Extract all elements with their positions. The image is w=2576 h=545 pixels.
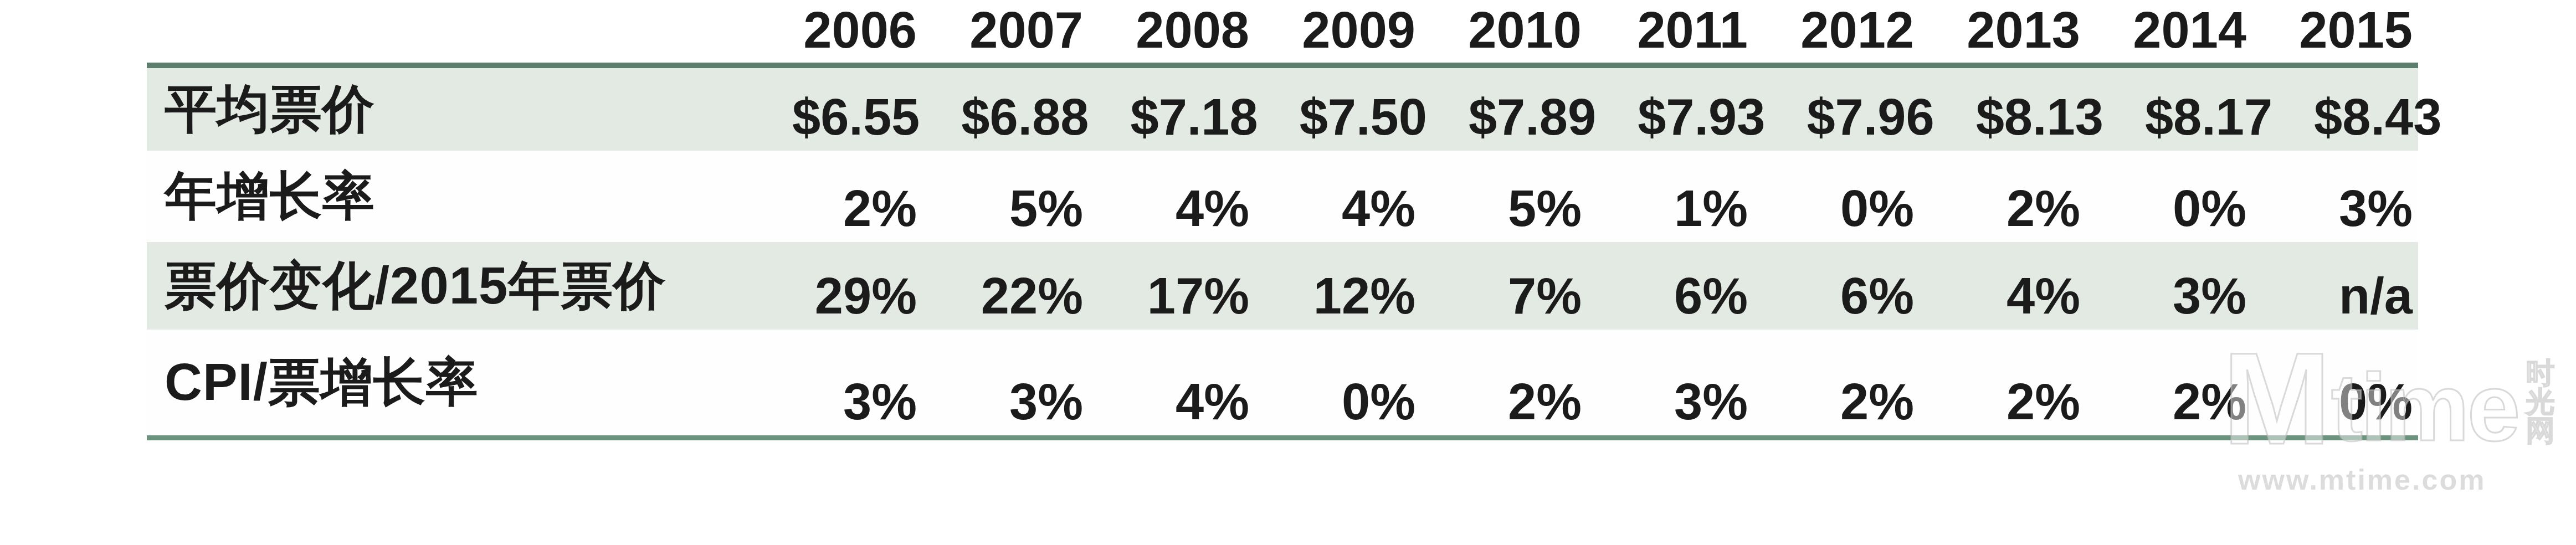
year-header-cell: 2007	[958, 0, 1125, 63]
value-cell: $8.17	[2145, 68, 2314, 151]
value-cell: $7.96	[1807, 68, 1975, 151]
row-average-ticket-price: 平均票价 $6.55$6.88$7.18$7.50$7.89$7.93$7.96…	[147, 63, 2418, 151]
row-price-change-vs-2015: 票价变化/2015年票价 29%22%17%12%7%6%6%4%3%n/a	[147, 242, 2418, 330]
value-cell: 22%	[958, 242, 1125, 330]
value-cell: 3%	[1623, 330, 1789, 435]
value-cell: 0%	[1789, 151, 1956, 242]
year-header-cell: 2011	[1623, 0, 1789, 63]
value-cell: $7.93	[1638, 68, 1807, 151]
year-header-cell: 2009	[1291, 0, 1457, 63]
year-header-cells: 2006200720082009201020112012201320142015	[792, 0, 2418, 63]
value-cell: 0%	[2122, 151, 2288, 242]
year-header-cell: 2008	[1125, 0, 1291, 63]
value-cell: 29%	[792, 242, 958, 330]
value-cell: 5%	[958, 151, 1125, 242]
value-cell: 2%	[1789, 330, 1956, 435]
year-header-row: 2006200720082009201020112012201320142015	[147, 0, 2418, 63]
value-cell: 3%	[958, 330, 1125, 435]
mtime-logo-chinese: 时光网	[2526, 358, 2566, 445]
value-cell: 4%	[1125, 151, 1291, 242]
table-bottom-rule	[147, 435, 2418, 440]
row-label-annual-growth-rate: 年增长率	[147, 151, 792, 242]
year-header-cell: 2015	[2288, 0, 2418, 63]
value-cell: 6%	[1623, 242, 1789, 330]
value-cell: 1%	[1623, 151, 1789, 242]
year-header-cell: 2014	[2122, 0, 2288, 63]
value-cell: 12%	[1291, 242, 1457, 330]
value-cell: 3%	[792, 330, 958, 435]
value-cell: 17%	[1125, 242, 1291, 330]
year-header-cell: 2006	[792, 0, 958, 63]
value-cell: $7.89	[1469, 68, 1638, 151]
value-cell: 2%	[1956, 330, 2122, 435]
row-cpi-ticket-growth-rate: CPI/票增长率 3%3%4%0%2%3%2%2%2%0%	[147, 330, 2418, 435]
value-cell: 2%	[2122, 330, 2288, 435]
year-header-cell: 2013	[1956, 0, 2122, 63]
page-canvas: 2006200720082009201020112012201320142015…	[0, 0, 2576, 545]
value-cell: $7.50	[1300, 68, 1469, 151]
row-values-cpi-ticket-growth-rate: 3%3%4%0%2%3%2%2%2%0%	[792, 330, 2418, 435]
row-label-average-ticket-price: 平均票价	[147, 68, 792, 151]
value-cell: 0%	[2288, 330, 2418, 435]
value-cell: n/a	[2288, 242, 2418, 330]
value-cell: $6.55	[792, 68, 961, 151]
row-label-cpi-ticket-growth-rate: CPI/票增长率	[147, 330, 792, 435]
value-cell: 7%	[1457, 242, 1623, 330]
year-header-cell: 2012	[1789, 0, 1956, 63]
row-values-annual-growth-rate: 2%5%4%4%5%1%0%2%0%3%	[792, 151, 2418, 242]
value-cell: 2%	[1457, 330, 1623, 435]
value-cell: 3%	[2122, 242, 2288, 330]
year-header-cell: 2010	[1457, 0, 1623, 63]
value-cell: $7.18	[1130, 68, 1299, 151]
value-cell: 5%	[1457, 151, 1623, 242]
value-cell: 6%	[1789, 242, 1956, 330]
header-label-spacer	[147, 0, 792, 63]
value-cell: $8.13	[1976, 68, 2145, 151]
value-cell: $8.43	[2314, 68, 2447, 151]
value-cell: 2%	[1956, 151, 2122, 242]
value-cell: 2%	[792, 151, 958, 242]
value-cell: $6.88	[961, 68, 1130, 151]
row-annual-growth-rate: 年增长率 2%5%4%4%5%1%0%2%0%3%	[147, 151, 2418, 242]
ticket-price-table: 2006200720082009201020112012201320142015…	[147, 0, 2418, 440]
value-cell: 3%	[2288, 151, 2418, 242]
row-values-average-ticket-price: $6.55$6.88$7.18$7.50$7.89$7.93$7.96$8.13…	[792, 68, 2447, 151]
value-cell: 0%	[1291, 330, 1457, 435]
value-cell: 4%	[1125, 330, 1291, 435]
row-label-price-change-vs-2015: 票价变化/2015年票价	[147, 242, 792, 330]
mtime-url: www.mtime.com	[2238, 463, 2566, 496]
row-values-price-change-vs-2015: 29%22%17%12%7%6%6%4%3%n/a	[792, 242, 2418, 330]
value-cell: 4%	[1291, 151, 1457, 242]
value-cell: 4%	[1956, 242, 2122, 330]
